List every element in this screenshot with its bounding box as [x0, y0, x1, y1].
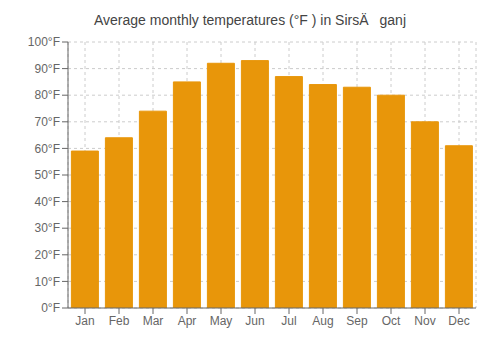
svg-text:50°F: 50°F — [35, 168, 60, 182]
svg-text:Dec: Dec — [448, 314, 469, 328]
svg-text:Feb: Feb — [109, 314, 130, 328]
svg-text:Jun: Jun — [245, 314, 264, 328]
html-text:Average monthly temperatures (: Average monthly temperatures (°F ) in Si… — [94, 12, 406, 28]
svg-text:30°F: 30°F — [35, 221, 60, 235]
svg-text:10°F: 10°F — [35, 275, 60, 289]
svg-text:Jan: Jan — [75, 314, 94, 328]
svg-text:60°F: 60°F — [35, 142, 60, 156]
svg-text:100°F: 100°F — [28, 35, 60, 49]
svg-text:80°F: 80°F — [35, 88, 60, 102]
svg-text:Nov: Nov — [414, 314, 435, 328]
svg-text:20°F: 20°F — [35, 248, 60, 262]
svg-text:Sep: Sep — [346, 314, 368, 328]
svg-text:70°F: 70°F — [35, 115, 60, 129]
svg-text:Oct: Oct — [382, 314, 401, 328]
svg-text:0°F: 0°F — [41, 301, 60, 315]
svg-text:Jul: Jul — [281, 314, 296, 328]
svg-text:May: May — [210, 314, 233, 328]
svg-text:90°F: 90°F — [35, 62, 60, 76]
svg-text:Aug: Aug — [312, 314, 333, 328]
svg-text:Mar: Mar — [143, 314, 164, 328]
svg-text:Apr: Apr — [178, 314, 197, 328]
svg-text:40°F: 40°F — [35, 195, 60, 209]
